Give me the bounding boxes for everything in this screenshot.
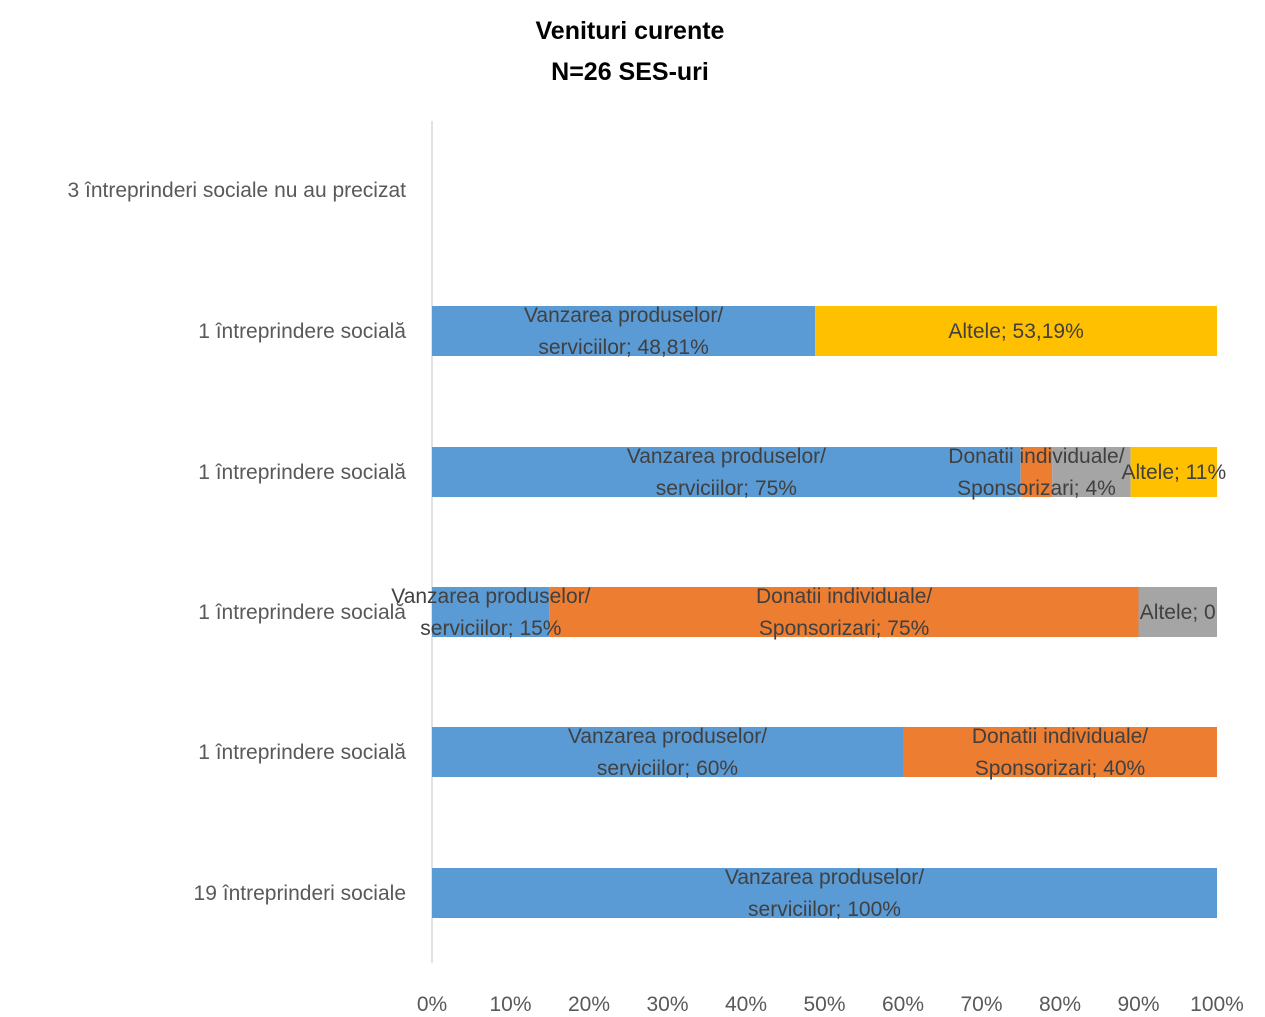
data-label: Sponsorizari; 75% bbox=[759, 617, 929, 640]
data-label: Donatii individuale/ bbox=[972, 725, 1148, 748]
bar-segment bbox=[1052, 447, 1131, 497]
bars-layer bbox=[432, 306, 1217, 918]
data-label: serviciilor; 48,81% bbox=[538, 336, 708, 359]
data-label: Vanzarea produselor/ bbox=[725, 866, 924, 889]
bar-segment bbox=[432, 306, 816, 356]
bar-segment bbox=[1020, 447, 1053, 497]
category-label: 1 întreprindere socială bbox=[198, 320, 406, 343]
data-label: Sponsorizari; 4% bbox=[957, 477, 1116, 500]
category-label: 1 întreprindere socială bbox=[198, 601, 406, 624]
x-tick-label: 30% bbox=[646, 993, 688, 1016]
chart-subtitle: N=26 SES-uri bbox=[551, 58, 709, 86]
category-labels: 3 întreprinderi sociale nu au precizat 1 … bbox=[67, 179, 406, 905]
data-label: Vanzarea produselor/ bbox=[568, 725, 767, 748]
data-label: Altele; 53,19% bbox=[948, 320, 1083, 343]
data-label: Vanzarea produselor/ bbox=[524, 304, 723, 327]
x-tick-label: 80% bbox=[1039, 993, 1081, 1016]
x-tick-label: 40% bbox=[725, 993, 767, 1016]
x-tick-label: 100% bbox=[1190, 993, 1244, 1016]
category-label: 3 întreprinderi sociale nu au precizat bbox=[67, 179, 406, 202]
data-label: serviciilor; 75% bbox=[656, 477, 797, 500]
data-label: serviciilor; 15% bbox=[420, 617, 561, 640]
x-tick-label: 60% bbox=[882, 993, 924, 1016]
x-tick-label: 70% bbox=[960, 993, 1002, 1016]
data-label: Altele; 0 bbox=[1140, 601, 1216, 624]
data-label: Vanzarea produselor/ bbox=[391, 585, 590, 608]
x-tick-label: 50% bbox=[803, 993, 845, 1016]
chart-title: Venituri curente bbox=[536, 17, 725, 45]
data-label: serviciilor; 100% bbox=[748, 898, 901, 921]
category-label: 19 întreprinderi sociale bbox=[194, 882, 406, 905]
bar-segment bbox=[432, 587, 550, 637]
bar-segment bbox=[432, 727, 903, 777]
x-tick-label: 90% bbox=[1117, 993, 1159, 1016]
x-tick-label: 10% bbox=[489, 993, 531, 1016]
bar-segment bbox=[432, 447, 1021, 497]
data-label: Vanzarea produselor/ bbox=[627, 445, 826, 468]
data-label: Sponsorizari; 40% bbox=[975, 757, 1145, 780]
category-label: 1 întreprindere socială bbox=[198, 741, 406, 764]
x-tick-label: 20% bbox=[568, 993, 610, 1016]
bar-segment bbox=[1138, 587, 1217, 637]
x-tick-label: 0% bbox=[417, 993, 447, 1016]
bar-segment bbox=[1130, 447, 1217, 497]
bar-segment bbox=[815, 306, 1217, 356]
labels-layer: Vanzarea produselor/serviciilor; 48,81% A… bbox=[391, 304, 1226, 921]
bar-segment bbox=[432, 868, 1217, 918]
data-label: serviciilor; 60% bbox=[597, 757, 738, 780]
data-label: Donatii individuale/ bbox=[756, 585, 932, 608]
data-label: Altele; 11% bbox=[1121, 461, 1226, 484]
bar-segment bbox=[903, 727, 1217, 777]
bar-segment bbox=[549, 587, 1139, 637]
category-label: 1 întreprindere socială bbox=[198, 461, 406, 484]
data-label: Donatii individuale/ bbox=[948, 445, 1124, 468]
x-axis-ticks: 0% 10% 20% 30% 40% 50% 60% 70% 80% 90% 100% bbox=[417, 993, 1244, 1016]
